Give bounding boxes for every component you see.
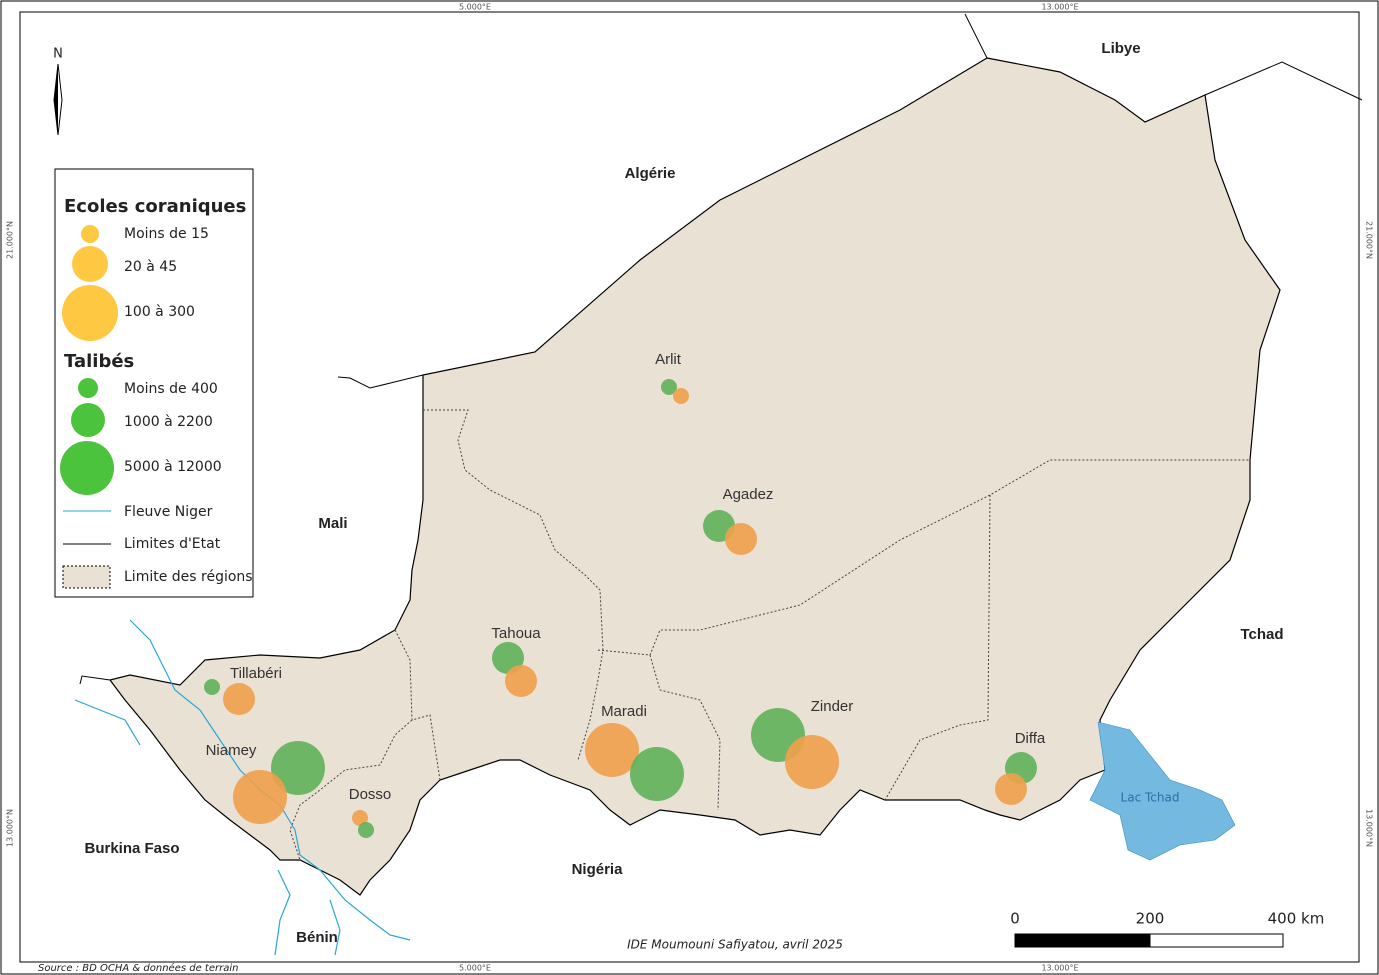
lake (1089, 721, 1236, 861)
border (79, 675, 111, 685)
talibes-circle (630, 747, 684, 801)
region-label: Zinder (811, 698, 854, 715)
region-limit (884, 494, 991, 801)
schools-circle (995, 773, 1027, 805)
scale-label: 400 km (1268, 910, 1325, 928)
border (337, 374, 424, 389)
north-label: N (53, 47, 63, 62)
region-limit (597, 459, 1250, 656)
legend-symbol (62, 565, 111, 589)
country-label: Mali (318, 515, 347, 532)
schools-circle (352, 810, 368, 826)
graticule-label: 13.000°N (1365, 809, 1374, 847)
graticule-label: 13.000°E (1041, 964, 1078, 973)
country-label: Burkina Faso (84, 840, 179, 857)
legend-label: Limite des régions (124, 569, 253, 585)
legend-label: 1000 à 2200 (124, 414, 213, 430)
country-label: Tchad (1240, 626, 1283, 643)
scale-bar (1149, 933, 1284, 948)
schools-circle (223, 683, 255, 715)
talibes-circle (358, 822, 374, 838)
schools-circle (785, 735, 839, 789)
country-label: Algérie (625, 165, 676, 182)
legend-symbol (81, 225, 99, 243)
region-label: Tillabéri (230, 665, 282, 682)
region-label: Diffa (1015, 730, 1046, 747)
schools-circle (673, 388, 689, 404)
credit: IDE Moumouni Safiyatou, avril 2025 (627, 938, 843, 952)
graticule-label: 21.000°N (6, 221, 15, 259)
region-limit (649, 654, 721, 811)
region-label: Niamey (206, 742, 257, 759)
scale-label: 0 (1010, 910, 1020, 928)
graticule-label: 21.000°N (1365, 221, 1374, 259)
talibes-circle (661, 379, 677, 395)
legend-label: Moins de 400 (124, 381, 218, 397)
graticule-label: 13.000°E (1041, 3, 1078, 12)
legend-label: Limites d'Etat (124, 536, 221, 552)
legend-symbol (62, 285, 118, 341)
graticule-label: 13.000°N (6, 809, 15, 847)
talibes-circle (271, 741, 325, 795)
graticule-label: 5.000°E (459, 3, 491, 12)
legend-label: 100 à 300 (124, 304, 195, 320)
legend-label: 20 à 45 (124, 259, 177, 275)
graticule-label: 5.000°E (459, 964, 491, 973)
region-limit (423, 409, 604, 761)
legend-symbol (71, 403, 105, 437)
region-label: Agadez (723, 486, 774, 503)
scale-bar (1014, 933, 1151, 948)
schools-circle (233, 770, 287, 824)
legend-symbol (78, 378, 98, 398)
legend-symbol (60, 441, 114, 495)
region-label: Dosso (349, 786, 392, 803)
legend-label: 5000 à 12000 (124, 459, 222, 475)
region-label: Arlit (655, 351, 682, 368)
region-limit (289, 719, 413, 861)
country-label: Nigéria (572, 861, 624, 878)
niger (108, 57, 1281, 896)
border (964, 13, 988, 59)
country-label: Bénin (296, 929, 338, 946)
legend-label: Fleuve Niger (124, 504, 213, 520)
map-frame (19, 11, 1360, 963)
legend-title: Ecoles coraniques (64, 196, 246, 217)
river (329, 899, 341, 956)
river (274, 869, 291, 956)
schools-circle (725, 523, 757, 555)
legend-title: Talibés (64, 351, 134, 372)
schools-circle (585, 723, 639, 777)
schools-circle (505, 665, 537, 697)
river (74, 699, 141, 746)
scale-label: 200 (1136, 910, 1165, 928)
country-label: Libye (1101, 40, 1140, 57)
legend-label: Moins de 15 (124, 226, 209, 242)
source: Source : BD OCHA & données de terrain (38, 962, 238, 974)
lake-label: Lac Tchad (1121, 791, 1180, 805)
talibes-circle (204, 679, 220, 695)
border (1204, 61, 1363, 101)
region-label: Maradi (601, 703, 647, 720)
legend-symbol (72, 246, 108, 282)
region-label: Tahoua (491, 625, 541, 642)
north-arrow (54, 64, 58, 135)
